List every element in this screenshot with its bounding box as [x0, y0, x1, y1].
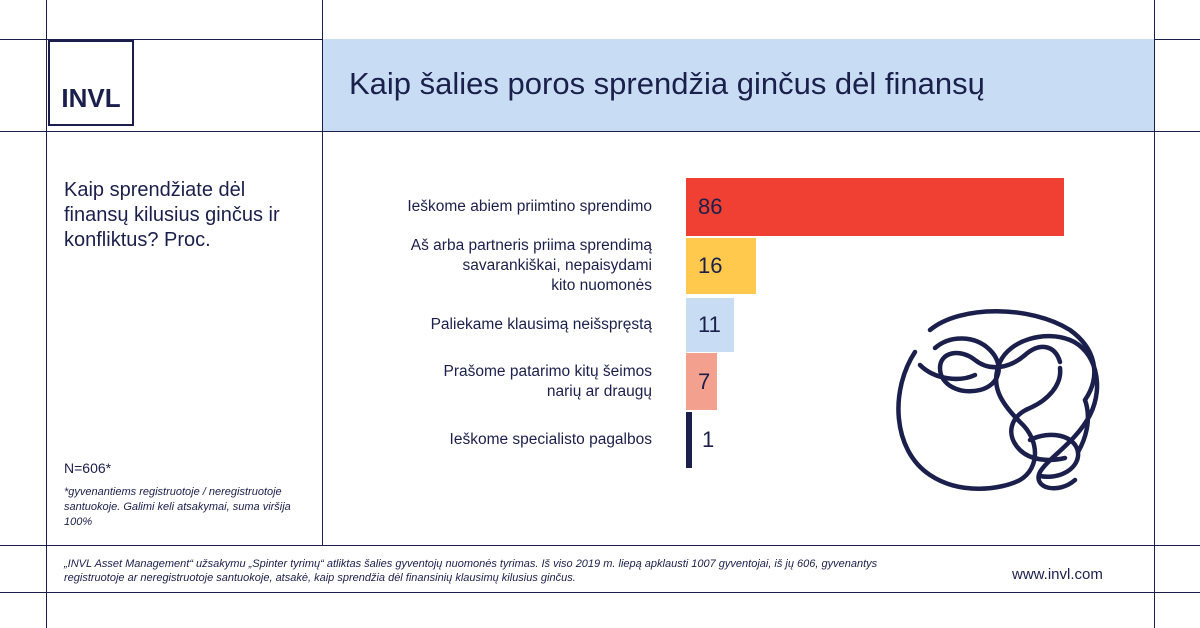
category-label: Aš arba partneris priima sprendimą savara… — [411, 236, 652, 296]
frame-line-bottom — [0, 592, 1200, 593]
frame-line-footer-top — [0, 545, 1200, 546]
bar-1 — [686, 178, 1064, 236]
logo-text: INVL — [61, 83, 121, 113]
bar-value-label: 16 — [698, 253, 723, 278]
knot-illustration — [896, 309, 1100, 491]
bar-4 — [686, 353, 717, 410]
category-label-line: Ieškome abiem priimtino sprendimo — [407, 198, 652, 215]
category-label-line: kito nuomonės — [551, 277, 652, 294]
category-label-line: Paliekame klausimą neišspręstą — [430, 316, 652, 333]
bar-value-label: 86 — [698, 194, 723, 219]
survey-question: Kaip sprendžiate dėl finansų kilusius gi… — [64, 179, 280, 251]
category-label: Ieškome specialisto pagalbos — [450, 430, 652, 450]
title-band: Kaip šalies poros sprendžia ginčus dėl f… — [323, 39, 1154, 131]
frame-line-header-bottom — [0, 131, 1200, 132]
category-label-line: Aš arba partneris priima sprendimą — [410, 237, 652, 254]
footer-note: „INVL Asset Management“ užsakymu „Spinte… — [64, 558, 878, 584]
bar-5 — [686, 412, 692, 468]
frame-line-middle — [322, 0, 323, 545]
category-label-line: Prašome patarimo kitų šeimos — [443, 362, 652, 380]
invl-logo: INVL — [48, 40, 134, 126]
bar-3 — [686, 298, 734, 352]
chart-title: Kaip šalies poros sprendžia ginčus dėl f… — [349, 66, 985, 101]
bar-value-label: 1 — [702, 427, 715, 452]
category-label-line: narių ar draugų — [546, 382, 652, 400]
sample-size: N=606* — [64, 460, 112, 476]
bar-value-label: 11 — [698, 312, 721, 337]
bar-value-label: 7 — [698, 368, 711, 394]
bar-2 — [686, 238, 756, 294]
sample-note: *gyvenantiems registruotoje / neregistru… — [64, 486, 291, 528]
category-label: Ieškome abiem priimtino sprendimo — [407, 197, 652, 217]
category-label-line: Ieškome specialisto pagalbos — [449, 431, 652, 448]
frame-line-right — [1154, 0, 1155, 628]
category-label: Paliekame klausimą neišspręstą — [431, 315, 652, 335]
frame-line-left — [46, 0, 47, 628]
category-label: Prašome patarimo kitų šeimos narių ar dra… — [444, 362, 652, 402]
category-label-line: savarankiškai, nepaisydami — [462, 257, 652, 274]
website-link[interactable]: www.invl.com — [1012, 566, 1103, 583]
